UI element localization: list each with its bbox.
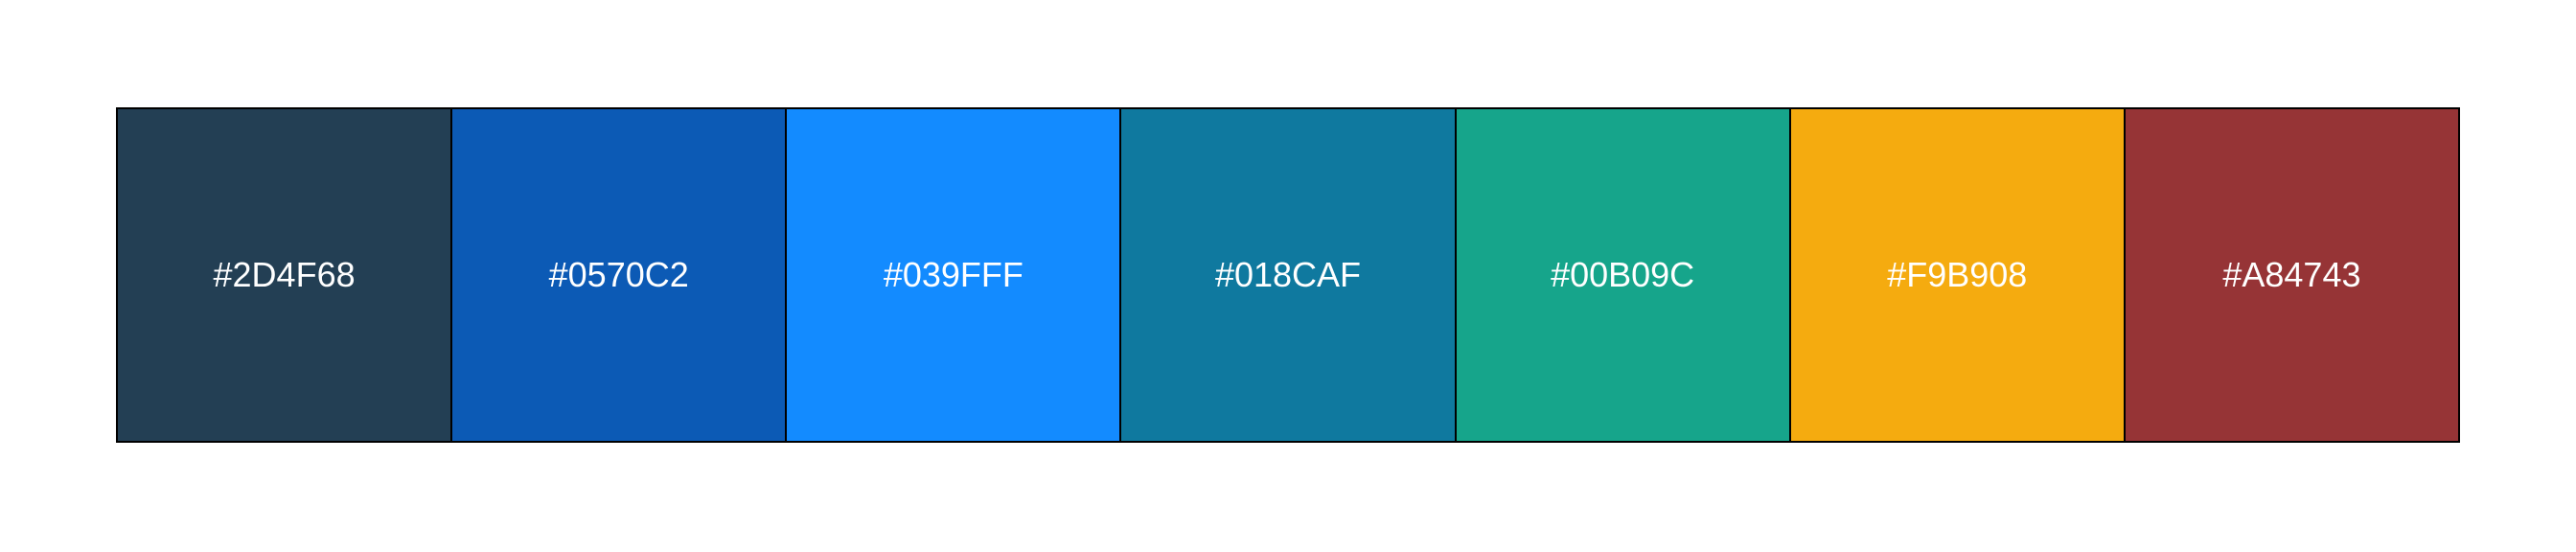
swatch-hex-label: #018CAF [1214,255,1362,294]
color-palette-strip: #2D4F68 #0570C2 #039FFF #018CAF #00B09C … [116,107,2460,443]
swatch-hex-label: #2D4F68 [213,255,356,294]
swatch-hex-label: #039FFF [883,255,1024,294]
color-swatch-7: #A84743 [2123,109,2458,441]
swatch-hex-label: #F9B908 [1887,255,2028,294]
color-swatch-4: #018CAF [1119,109,1455,441]
swatch-hex-label: #00B09C [1551,255,1695,294]
color-swatch-3: #039FFF [785,109,1120,441]
color-swatch-2: #0570C2 [450,109,786,441]
color-swatch-6: #F9B908 [1788,109,2124,441]
swatch-hex-label: #0570C2 [548,255,689,294]
color-swatch-5: #00B09C [1454,109,1789,441]
color-swatch-1: #2D4F68 [118,109,451,441]
swatch-hex-label: #A84743 [2222,255,2361,294]
